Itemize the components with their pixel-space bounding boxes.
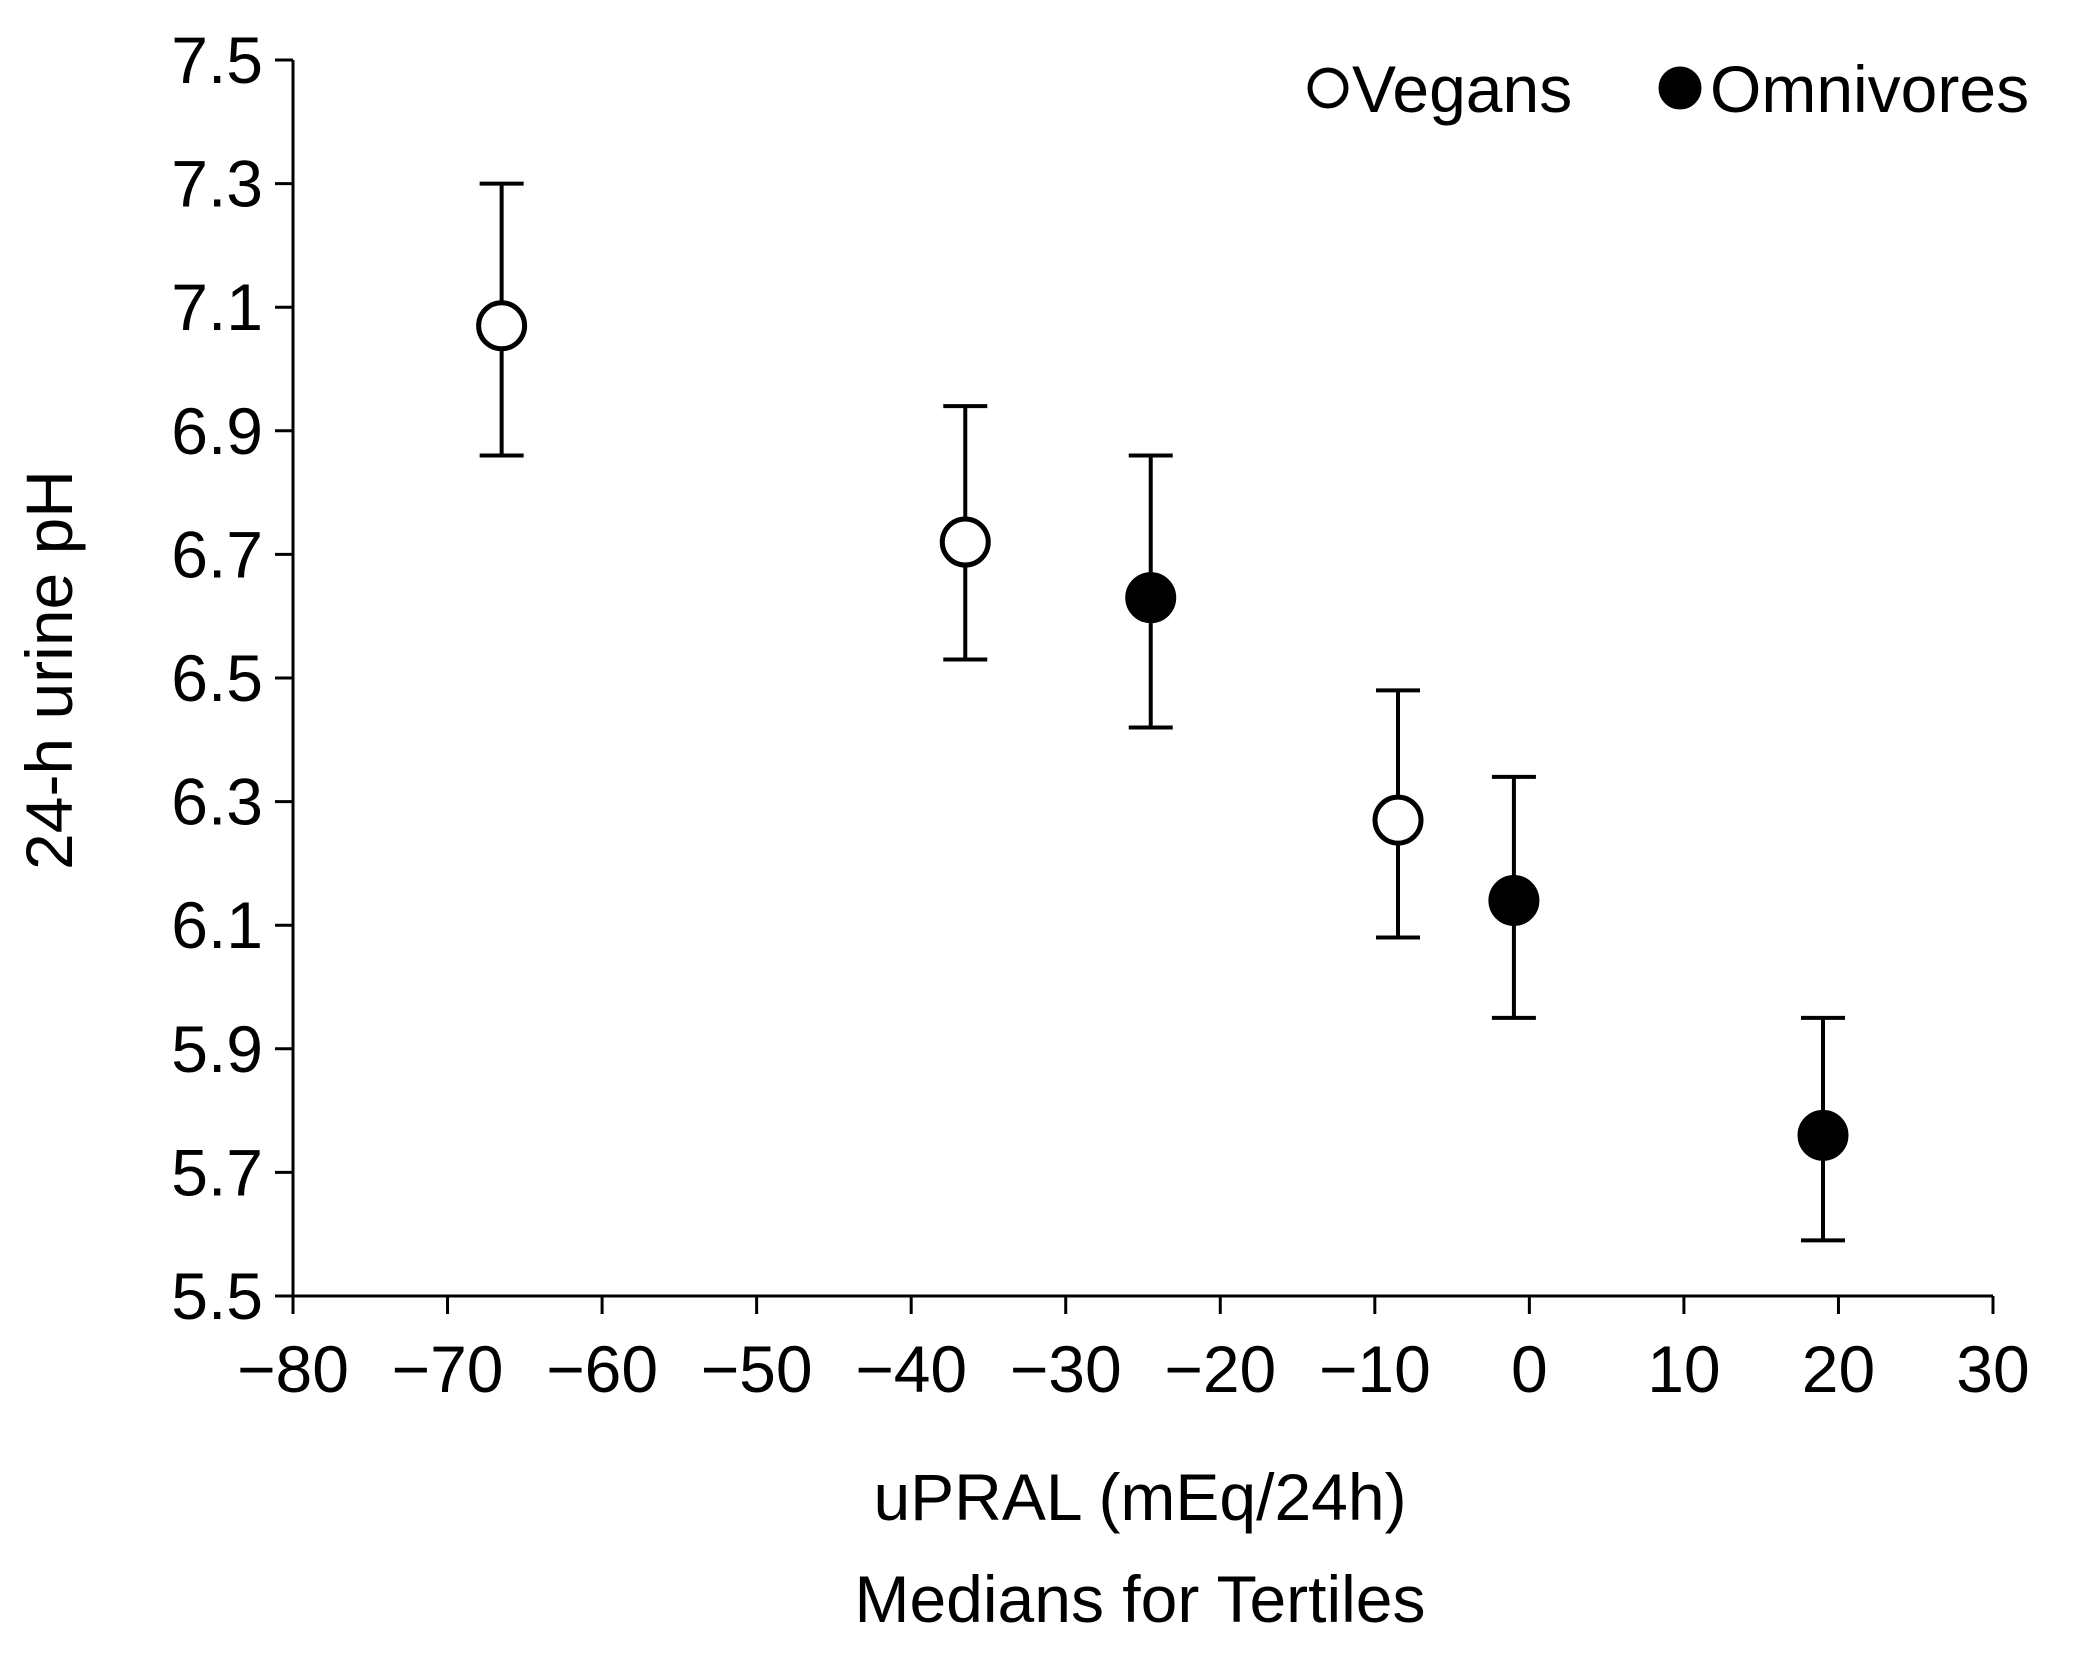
legend-marker-omnivores: [1658, 66, 1702, 110]
y-tick-label: 7.5: [171, 23, 263, 97]
y-tick-label: 7.3: [171, 147, 263, 221]
x-tick-label: −20: [1164, 1332, 1276, 1406]
legend-label-omnivores: Omnivores: [1710, 52, 2029, 126]
x-tick-label: −30: [1010, 1332, 1122, 1406]
y-tick-label: 6.9: [171, 394, 263, 468]
x-tick-label: 20: [1802, 1332, 1875, 1406]
y-tick-label: 6.3: [171, 765, 263, 839]
x-tick-label: 0: [1511, 1332, 1548, 1406]
axes: [275, 58, 1995, 1314]
y-tick-label: 6.5: [171, 641, 263, 715]
data-point-omnivores: [1488, 874, 1540, 926]
y-tick-label: 5.9: [171, 1012, 263, 1086]
data-point-vegans: [939, 516, 991, 568]
x-axis-title: uPRAL (mEq/24h): [873, 1460, 1406, 1534]
error-bars: [479, 181, 1845, 1243]
legend-marker-vegans: [1307, 67, 1349, 109]
x-tick-label: −10: [1319, 1332, 1431, 1406]
data-point-vegans: [476, 300, 528, 352]
y-tick-label: 6.7: [171, 517, 263, 591]
x-tick-label: −70: [392, 1332, 504, 1406]
x-tick-label: 10: [1647, 1332, 1720, 1406]
legend: Vegans Omnivores: [1307, 52, 2029, 126]
x-tick-label: −60: [546, 1332, 658, 1406]
x-axis-subtitle: Medians for Tertiles: [854, 1562, 1425, 1636]
x-tick-label: −80: [237, 1332, 349, 1406]
y-tick-label: 5.5: [171, 1259, 263, 1333]
x-tick-label: −50: [701, 1332, 813, 1406]
y-axis-title: 24-h urine pH: [12, 470, 86, 870]
x-tick-label: 30: [1956, 1332, 2029, 1406]
data-point-omnivores: [1797, 1109, 1849, 1161]
tick-labels: 5.55.75.96.16.36.56.76.97.17.37.5−80 −70−…: [171, 23, 2029, 1406]
data-points: [476, 300, 1849, 1161]
data-point-vegans: [1372, 794, 1424, 846]
legend-label-vegans: Vegans: [1352, 52, 1572, 126]
x-tick-label: −40: [855, 1332, 967, 1406]
y-tick-label: 6.1: [171, 888, 263, 962]
y-tick-label: 5.7: [171, 1135, 263, 1209]
data-point-omnivores: [1125, 572, 1177, 624]
y-tick-label: 7.1: [171, 270, 263, 344]
